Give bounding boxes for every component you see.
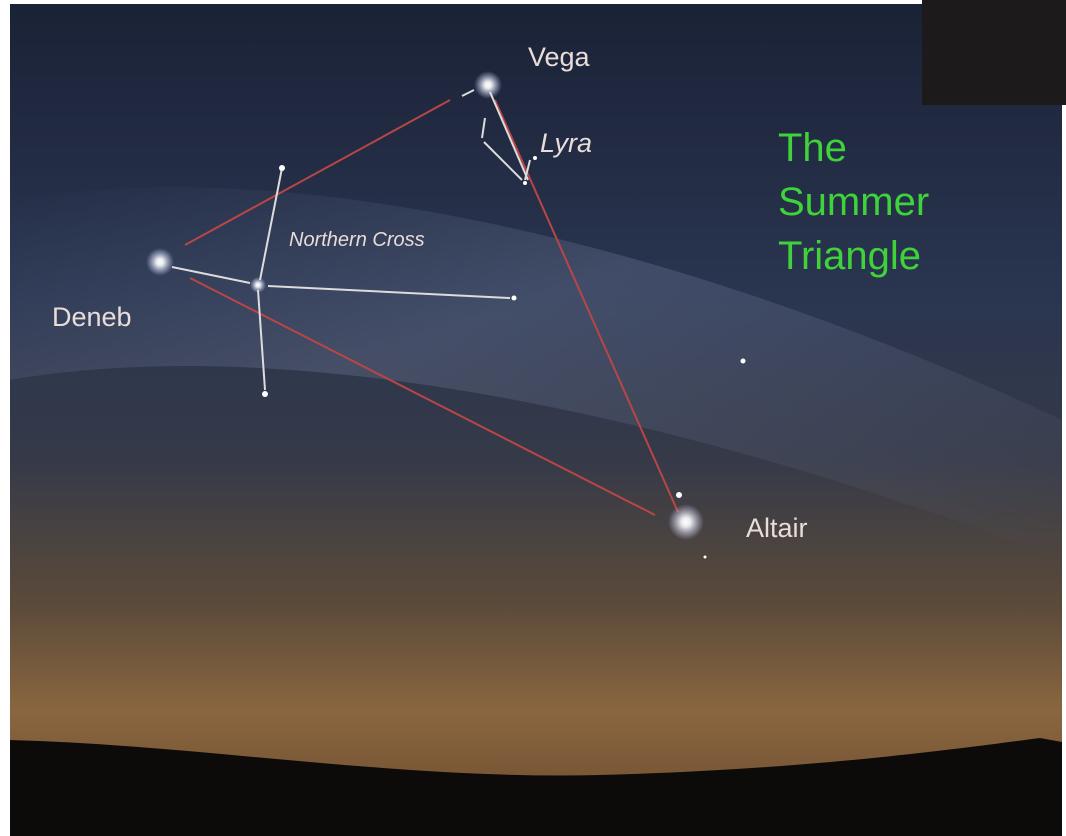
altair-label: Altair — [746, 513, 808, 543]
corner-block — [922, 0, 1066, 105]
northern-cross-label: Northern Cross — [289, 229, 425, 251]
stars — [146, 71, 746, 559]
constellation-lines — [171, 89, 531, 391]
horizon-silhouette — [10, 738, 1062, 836]
triangle-lines — [184, 99, 679, 516]
title-line: Triangle — [778, 234, 921, 278]
title-line: The — [778, 126, 847, 170]
milky-way — [10, 187, 1062, 561]
title-line: Summer — [778, 180, 929, 224]
lyra-label: Lyra — [540, 128, 592, 158]
deneb-label: Deneb — [52, 302, 132, 332]
vega-label: Vega — [528, 42, 591, 72]
